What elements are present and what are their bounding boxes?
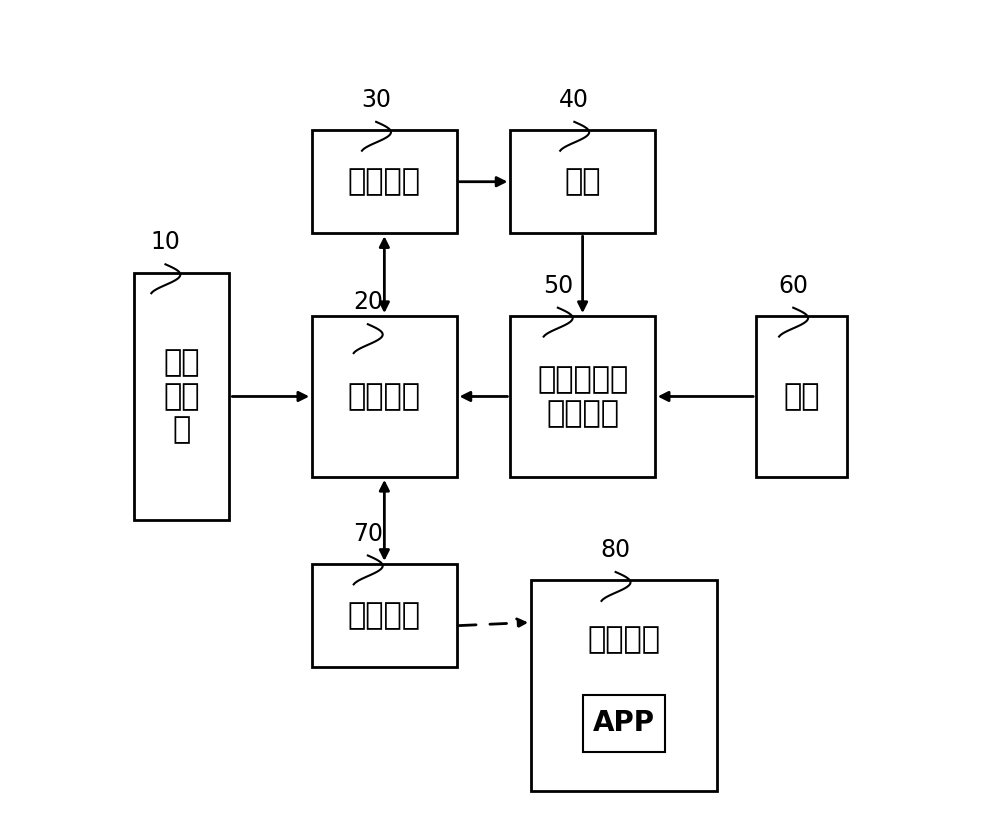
Text: 80: 80: [601, 538, 631, 562]
FancyBboxPatch shape: [583, 695, 665, 752]
FancyBboxPatch shape: [510, 316, 655, 477]
Text: 微处理器: 微处理器: [348, 382, 421, 411]
Text: 移动装置: 移动装置: [587, 624, 660, 653]
Text: 40: 40: [559, 88, 589, 112]
Text: 马达: 马达: [564, 167, 601, 197]
Text: 10: 10: [151, 230, 180, 254]
FancyBboxPatch shape: [312, 563, 457, 667]
Text: 60: 60: [778, 273, 808, 297]
Text: 20: 20: [353, 290, 383, 314]
Text: 50: 50: [543, 273, 573, 297]
Text: 信号
输入
端: 信号 输入 端: [164, 349, 200, 444]
Text: 无线单元: 无线单元: [348, 601, 421, 630]
FancyBboxPatch shape: [531, 580, 717, 791]
FancyBboxPatch shape: [134, 273, 229, 520]
FancyBboxPatch shape: [756, 316, 847, 477]
FancyBboxPatch shape: [510, 130, 655, 233]
Text: 30: 30: [361, 88, 391, 112]
Text: 70: 70: [353, 521, 383, 545]
Text: 驱动单元: 驱动单元: [348, 167, 421, 197]
Text: 电源: 电源: [783, 382, 820, 411]
FancyBboxPatch shape: [312, 316, 457, 477]
Text: 电流检测与
转换模块: 电流检测与 转换模块: [537, 365, 628, 428]
Text: APP: APP: [593, 710, 655, 738]
FancyBboxPatch shape: [312, 130, 457, 233]
